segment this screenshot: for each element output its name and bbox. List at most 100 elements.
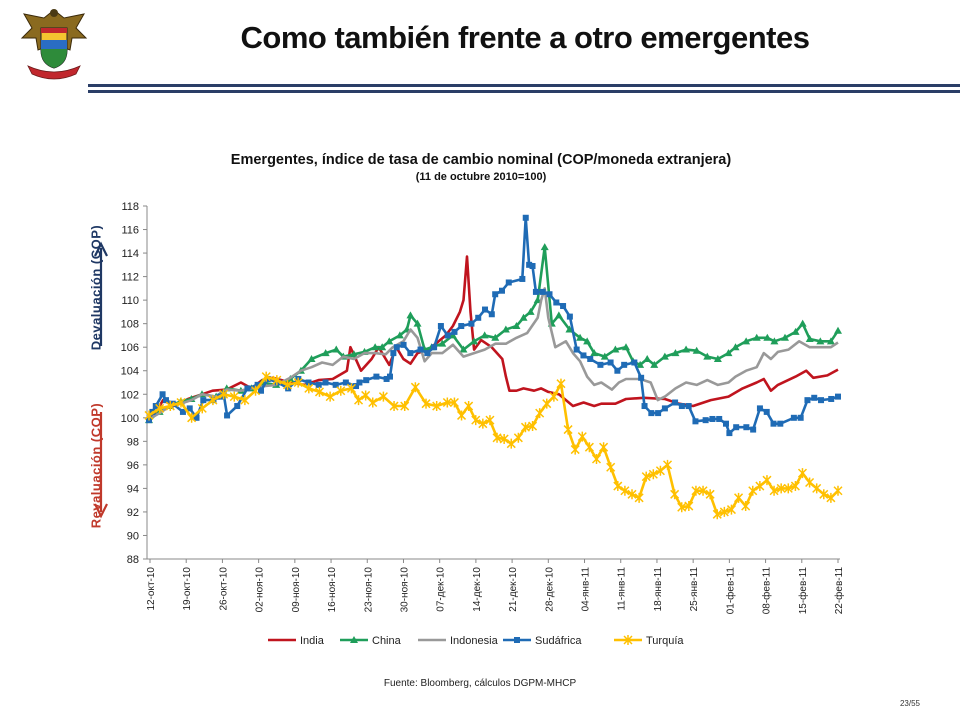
data-point — [432, 401, 442, 412]
y-tick-label: 88 — [127, 554, 139, 566]
data-point — [692, 418, 699, 425]
series-lines — [144, 214, 843, 520]
data-point — [488, 311, 495, 318]
data-point — [678, 403, 685, 410]
y-tick-label: 90 — [127, 530, 139, 542]
data-point — [390, 350, 397, 357]
devaluation-label: Devaluación (COP) — [88, 224, 104, 351]
slide-title: Como también frente a otro emergentes — [240, 20, 810, 55]
data-point — [475, 314, 482, 321]
data-point — [499, 433, 509, 444]
data-point — [155, 403, 165, 414]
data-point — [724, 349, 733, 357]
ribbon-emblem — [27, 65, 81, 80]
y-tick-label: 98 — [127, 436, 139, 448]
data-point — [660, 352, 669, 360]
data-point — [492, 432, 502, 443]
x-tick-label: 11-янв-11 — [617, 567, 628, 611]
data-point — [520, 422, 530, 433]
data-point — [812, 483, 822, 494]
y-tick-label: 104 — [121, 366, 139, 378]
legend-label: China — [372, 635, 402, 647]
data-point — [144, 410, 154, 421]
data-point — [187, 412, 197, 423]
data-point — [636, 360, 645, 368]
data-point — [244, 385, 251, 392]
data-point — [763, 408, 770, 415]
data-point — [713, 354, 722, 362]
data-point — [677, 502, 687, 513]
data-point — [451, 328, 458, 335]
y-tick-label: 116 — [121, 225, 139, 237]
legend-item-india: India — [268, 635, 325, 647]
data-point — [834, 326, 842, 334]
data-point — [274, 379, 281, 386]
data-point — [584, 442, 594, 453]
x-tick-label: 01-фев-11 — [724, 567, 736, 615]
data-point — [498, 287, 505, 294]
data-point — [614, 367, 621, 374]
y-tick-label: 92 — [127, 507, 139, 519]
data-point — [691, 485, 701, 496]
data-point — [368, 397, 378, 408]
data-point — [293, 377, 303, 388]
data-point — [385, 337, 394, 345]
data-point — [670, 489, 680, 500]
data-point — [407, 350, 414, 357]
data-point — [698, 485, 708, 496]
x-tick-label: 09-ноя-10 — [291, 567, 302, 613]
y-tick-label: 112 — [121, 272, 139, 284]
x-tick-label: 02-ноя-10 — [255, 567, 266, 613]
data-point — [790, 481, 800, 492]
series-turquía — [144, 371, 843, 520]
data-point — [361, 390, 371, 401]
devaluation-arrow — [94, 241, 108, 346]
source-note: Fuente: Bloomberg, cálculos DGPM-MHCP — [383, 678, 577, 689]
data-point — [459, 345, 468, 353]
data-point — [305, 379, 312, 386]
data-point — [553, 299, 560, 306]
data-point — [805, 334, 814, 342]
data-point — [197, 403, 207, 414]
data-point — [563, 424, 573, 435]
data-point — [748, 485, 758, 496]
data-point — [307, 354, 316, 362]
data-point — [731, 343, 740, 351]
data-point — [705, 489, 715, 500]
data-point — [540, 243, 549, 251]
data-point — [322, 379, 329, 386]
x-tick-label: 23-ноя-10 — [363, 567, 374, 613]
data-point — [769, 485, 779, 496]
data-point — [315, 381, 322, 388]
data-point — [750, 426, 757, 433]
data-point — [620, 485, 630, 496]
x-tick-label: 28-дек-10 — [544, 567, 555, 612]
y-tick-label: 110 — [121, 295, 139, 307]
data-point — [661, 405, 668, 412]
data-point — [556, 378, 566, 389]
data-point — [655, 410, 662, 417]
data-point — [643, 354, 652, 362]
data-point — [591, 453, 602, 464]
data-point — [703, 352, 712, 360]
data-point — [505, 279, 512, 286]
data-point — [835, 393, 841, 400]
data-point — [685, 403, 692, 410]
legend-item-china: China — [340, 635, 402, 647]
chart-axes: 88 90 92 94 96 98 100 102 104 106 108 110 112 114 116 1… — [121, 201, 845, 614]
x-tick-label: 15-фев-11 — [797, 567, 809, 615]
x-tick-label: 21-дек-10 — [508, 567, 519, 612]
data-point — [577, 431, 587, 442]
data-point — [781, 333, 789, 341]
data-point — [692, 346, 701, 354]
data-point — [321, 349, 330, 357]
data-point — [791, 327, 800, 335]
data-point — [777, 420, 784, 427]
data-point — [565, 325, 574, 333]
data-point — [152, 403, 159, 410]
y-tick-label: 118 — [121, 201, 139, 213]
data-point — [684, 501, 694, 512]
legend-label: Indonesia — [450, 635, 499, 647]
data-point — [752, 333, 761, 341]
